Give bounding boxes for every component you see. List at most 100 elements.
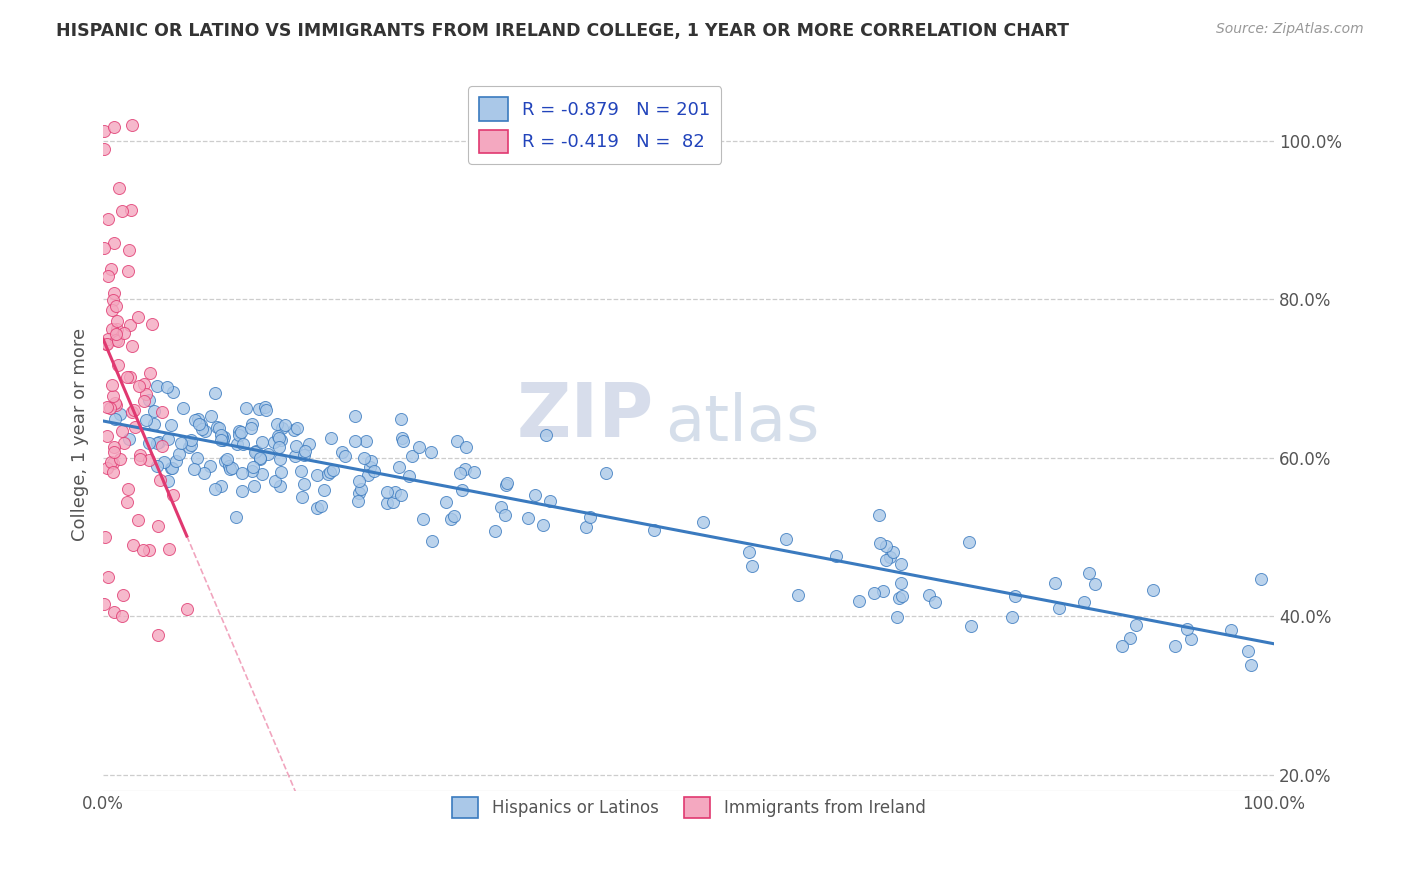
Point bbox=[389, 412, 412, 426]
Point bbox=[200, 409, 222, 423]
Point bbox=[959, 618, 981, 632]
Point bbox=[1047, 600, 1070, 615]
Point bbox=[94, 531, 117, 545]
Text: ZIP: ZIP bbox=[516, 380, 654, 453]
Point bbox=[354, 434, 377, 448]
Point bbox=[257, 447, 280, 461]
Point bbox=[122, 403, 145, 417]
Point bbox=[138, 435, 160, 450]
Point bbox=[117, 482, 139, 496]
Point bbox=[103, 605, 125, 619]
Point bbox=[127, 513, 149, 527]
Point bbox=[264, 474, 287, 488]
Point bbox=[231, 466, 253, 480]
Point bbox=[1111, 639, 1133, 653]
Point bbox=[128, 379, 150, 393]
Point bbox=[135, 413, 157, 427]
Point bbox=[132, 376, 155, 391]
Point bbox=[270, 433, 292, 447]
Point bbox=[1084, 577, 1107, 591]
Point bbox=[225, 510, 247, 524]
Point bbox=[848, 594, 870, 608]
Point bbox=[97, 269, 120, 284]
Point bbox=[322, 463, 344, 477]
Point bbox=[186, 451, 208, 466]
Point bbox=[347, 474, 370, 488]
Point bbox=[149, 473, 172, 487]
Point bbox=[121, 118, 143, 132]
Point bbox=[138, 543, 160, 558]
Point bbox=[344, 434, 367, 448]
Point bbox=[389, 488, 412, 502]
Point bbox=[148, 435, 170, 450]
Point bbox=[121, 339, 143, 353]
Point bbox=[112, 435, 135, 450]
Point bbox=[875, 539, 897, 553]
Point bbox=[231, 483, 253, 498]
Point bbox=[146, 378, 169, 392]
Point bbox=[101, 389, 124, 403]
Point bbox=[129, 452, 152, 467]
Point bbox=[190, 417, 212, 432]
Point bbox=[309, 499, 332, 513]
Point bbox=[101, 293, 124, 307]
Point bbox=[167, 446, 190, 460]
Point bbox=[157, 432, 180, 446]
Point bbox=[534, 428, 557, 442]
Point bbox=[886, 610, 908, 624]
Point bbox=[180, 438, 202, 452]
Point bbox=[692, 515, 714, 529]
Point bbox=[104, 327, 127, 342]
Point bbox=[98, 401, 121, 416]
Point bbox=[209, 427, 232, 442]
Point bbox=[143, 403, 166, 417]
Point bbox=[150, 405, 173, 419]
Point bbox=[957, 534, 980, 549]
Point bbox=[862, 586, 884, 600]
Point bbox=[449, 466, 471, 480]
Point bbox=[420, 445, 443, 459]
Text: atlas: atlas bbox=[665, 392, 820, 454]
Point bbox=[292, 448, 315, 462]
Point bbox=[924, 595, 946, 609]
Point bbox=[228, 428, 250, 442]
Point bbox=[312, 483, 335, 498]
Point bbox=[330, 444, 353, 458]
Point bbox=[112, 326, 135, 340]
Point bbox=[283, 424, 305, 438]
Point bbox=[112, 588, 135, 602]
Point bbox=[160, 417, 183, 432]
Point bbox=[643, 523, 665, 537]
Point bbox=[211, 430, 233, 444]
Point bbox=[162, 488, 184, 502]
Point bbox=[110, 451, 132, 466]
Point bbox=[239, 421, 262, 435]
Point bbox=[217, 452, 239, 467]
Point bbox=[349, 482, 371, 496]
Point bbox=[887, 591, 910, 606]
Point bbox=[401, 449, 423, 463]
Point bbox=[391, 434, 413, 448]
Text: HISPANIC OR LATINO VS IMMIGRANTS FROM IRELAND COLLEGE, 1 YEAR OR MORE CORRELATIO: HISPANIC OR LATINO VS IMMIGRANTS FROM IR… bbox=[56, 22, 1069, 40]
Point bbox=[103, 235, 125, 250]
Point bbox=[375, 496, 398, 510]
Point bbox=[531, 517, 554, 532]
Point bbox=[1004, 589, 1026, 603]
Point bbox=[375, 484, 398, 499]
Point bbox=[157, 541, 180, 556]
Point bbox=[96, 336, 118, 351]
Y-axis label: College, 1 year or more: College, 1 year or more bbox=[72, 327, 89, 541]
Point bbox=[359, 460, 381, 475]
Point bbox=[165, 454, 187, 468]
Point bbox=[209, 434, 232, 448]
Point bbox=[101, 303, 124, 318]
Point bbox=[97, 212, 120, 227]
Point bbox=[209, 478, 232, 492]
Point bbox=[162, 385, 184, 400]
Point bbox=[160, 461, 183, 475]
Point bbox=[96, 461, 118, 475]
Point bbox=[141, 318, 163, 332]
Point bbox=[242, 460, 264, 475]
Point bbox=[105, 299, 128, 313]
Point bbox=[269, 479, 291, 493]
